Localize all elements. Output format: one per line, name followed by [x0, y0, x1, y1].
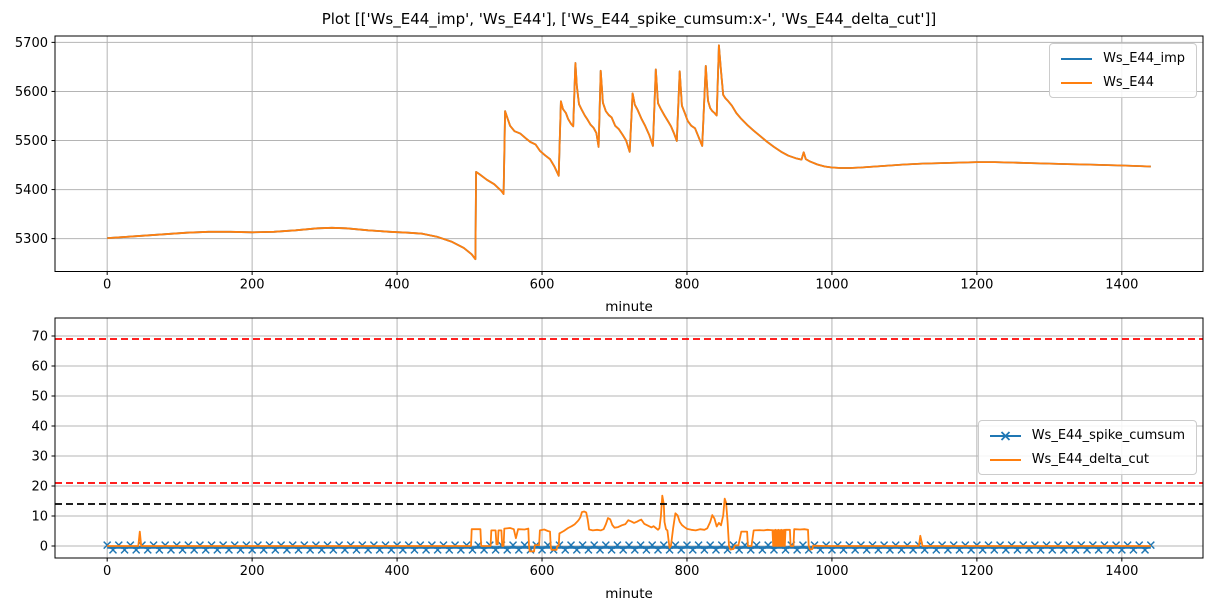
legend-line-sample-orange [1061, 76, 1093, 90]
x-tick-label: 800 [675, 564, 700, 579]
x-tick-label: 1200 [960, 564, 993, 579]
y-tick-label: 40 [31, 420, 48, 435]
series-group [103, 494, 1155, 554]
top-chart: 0 200 400 600 800 1000 1200 1400 5300 5400 5500 560… [15, 35, 1204, 293]
legend-item-spike-cumsum: Ws_E44_spike_cumsum [989, 428, 1185, 443]
figure-title: Plot [['Ws_E44_imp', 'Ws_E44'], ['Ws_E44… [321, 10, 937, 28]
legend-top-chart: Ws_E44_imp Ws_E44 [1049, 43, 1197, 98]
y-tick-label: 5500 [15, 134, 48, 149]
x-tick-label: 600 [530, 278, 555, 293]
y-tick-label: 10 [31, 510, 48, 525]
y-tick-label: 70 [31, 330, 48, 345]
legend-label: Ws_E44_imp [1103, 51, 1185, 66]
bottom-chart: 0 200 400 600 800 1000 1200 1400 0 10 20 30 40 50 60 70 [31, 317, 1204, 580]
legend-line-sample-orange2 [989, 453, 1021, 467]
x-tick-label: 1400 [1105, 564, 1138, 579]
x-tick-label: 0 [103, 564, 111, 579]
y-tick-label: 5400 [15, 183, 48, 198]
y-tick-label: 0 [40, 540, 48, 555]
axes-spines [54, 317, 1204, 559]
tick-labels: 0 200 400 600 800 1000 1200 1400 0 10 20 30 40 50 60 70 [31, 330, 1138, 580]
x-tick-label: 0 [103, 278, 111, 293]
bottom-x-axis-label: minute [605, 586, 653, 602]
x-tick-label: 1000 [815, 278, 848, 293]
legend-item-ws-e44-imp: Ws_E44_imp [1061, 51, 1185, 66]
grid [55, 318, 1203, 558]
x-tick-label: 400 [385, 564, 410, 579]
series-Ws_E44 [107, 44, 1151, 261]
series-Ws_E44_spike_cumsum [103, 541, 1155, 554]
legend-label: Ws_E44_spike_cumsum [1031, 428, 1185, 443]
legend-label: Ws_E44 [1103, 75, 1154, 90]
y-tick-label: 60 [31, 360, 48, 375]
x-tick-label: 400 [385, 278, 410, 293]
legend-item-ws-e44: Ws_E44 [1061, 75, 1185, 90]
grid [55, 36, 1203, 272]
y-tick-label: 5600 [15, 85, 48, 100]
y-tick-label: 30 [31, 450, 48, 465]
x-tick-label: 200 [240, 278, 265, 293]
x-tick-label: 600 [530, 564, 555, 579]
y-tick-label: 5300 [15, 232, 48, 247]
y-tick-label: 5700 [15, 36, 48, 51]
x-tick-label: 1000 [815, 564, 848, 579]
legend-bottom-chart: Ws_E44_spike_cumsum Ws_E44_delta_cut [977, 420, 1197, 475]
series-group [107, 44, 1151, 261]
x-tick-label: 800 [675, 278, 700, 293]
legend-line-x-marker-sample-blue [989, 429, 1021, 443]
legend-line-sample-blue [1061, 52, 1093, 66]
tick-labels: 0 200 400 600 800 1000 1200 1400 5300 5400 5500 560… [15, 36, 1138, 293]
axes-spines [54, 35, 1204, 272]
y-tick-label: 50 [31, 390, 48, 405]
x-tick-label: 200 [240, 564, 265, 579]
legend-label: Ws_E44_delta_cut [1031, 452, 1149, 467]
x-tick-label: 1400 [1105, 278, 1138, 293]
x-tick-label: 1200 [960, 278, 993, 293]
top-x-axis-label: minute [605, 299, 653, 315]
legend-item-delta-cut: Ws_E44_delta_cut [989, 452, 1185, 467]
y-tick-label: 20 [31, 480, 48, 495]
